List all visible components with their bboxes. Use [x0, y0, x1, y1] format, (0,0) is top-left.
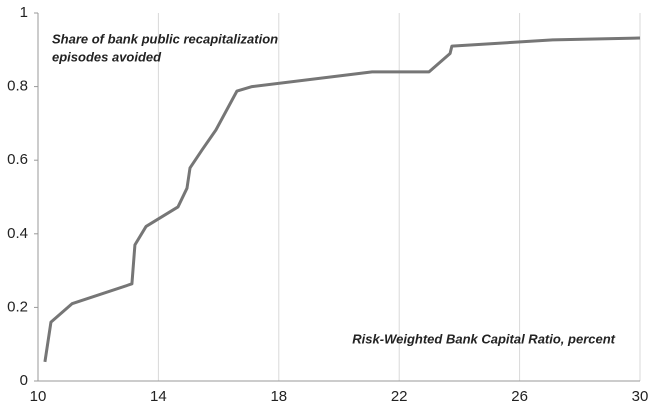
y-tick-label: 0.8 [7, 78, 28, 95]
y-tick-label: 0.4 [7, 225, 28, 242]
y-tick-label: 0 [20, 372, 28, 389]
y-tick-label: 0.6 [7, 151, 28, 168]
x-tick-label: 26 [511, 388, 528, 405]
x-tick-label: 14 [150, 388, 167, 405]
x-axis-label: Risk-Weighted Bank Capital Ratio, percen… [352, 331, 615, 346]
x-tick-label: 30 [632, 388, 649, 405]
data-line [43, 36, 641, 363]
x-tick-label: 10 [30, 388, 47, 405]
x-tick-label: 18 [270, 388, 287, 405]
y-tick-label: 1 [20, 4, 28, 21]
x-tick-label: 22 [391, 388, 408, 405]
y-tick-label: 0.2 [7, 298, 28, 315]
annotation: Share of bank public recapitalization [52, 31, 278, 46]
annotation: episodes avoided [52, 49, 162, 64]
